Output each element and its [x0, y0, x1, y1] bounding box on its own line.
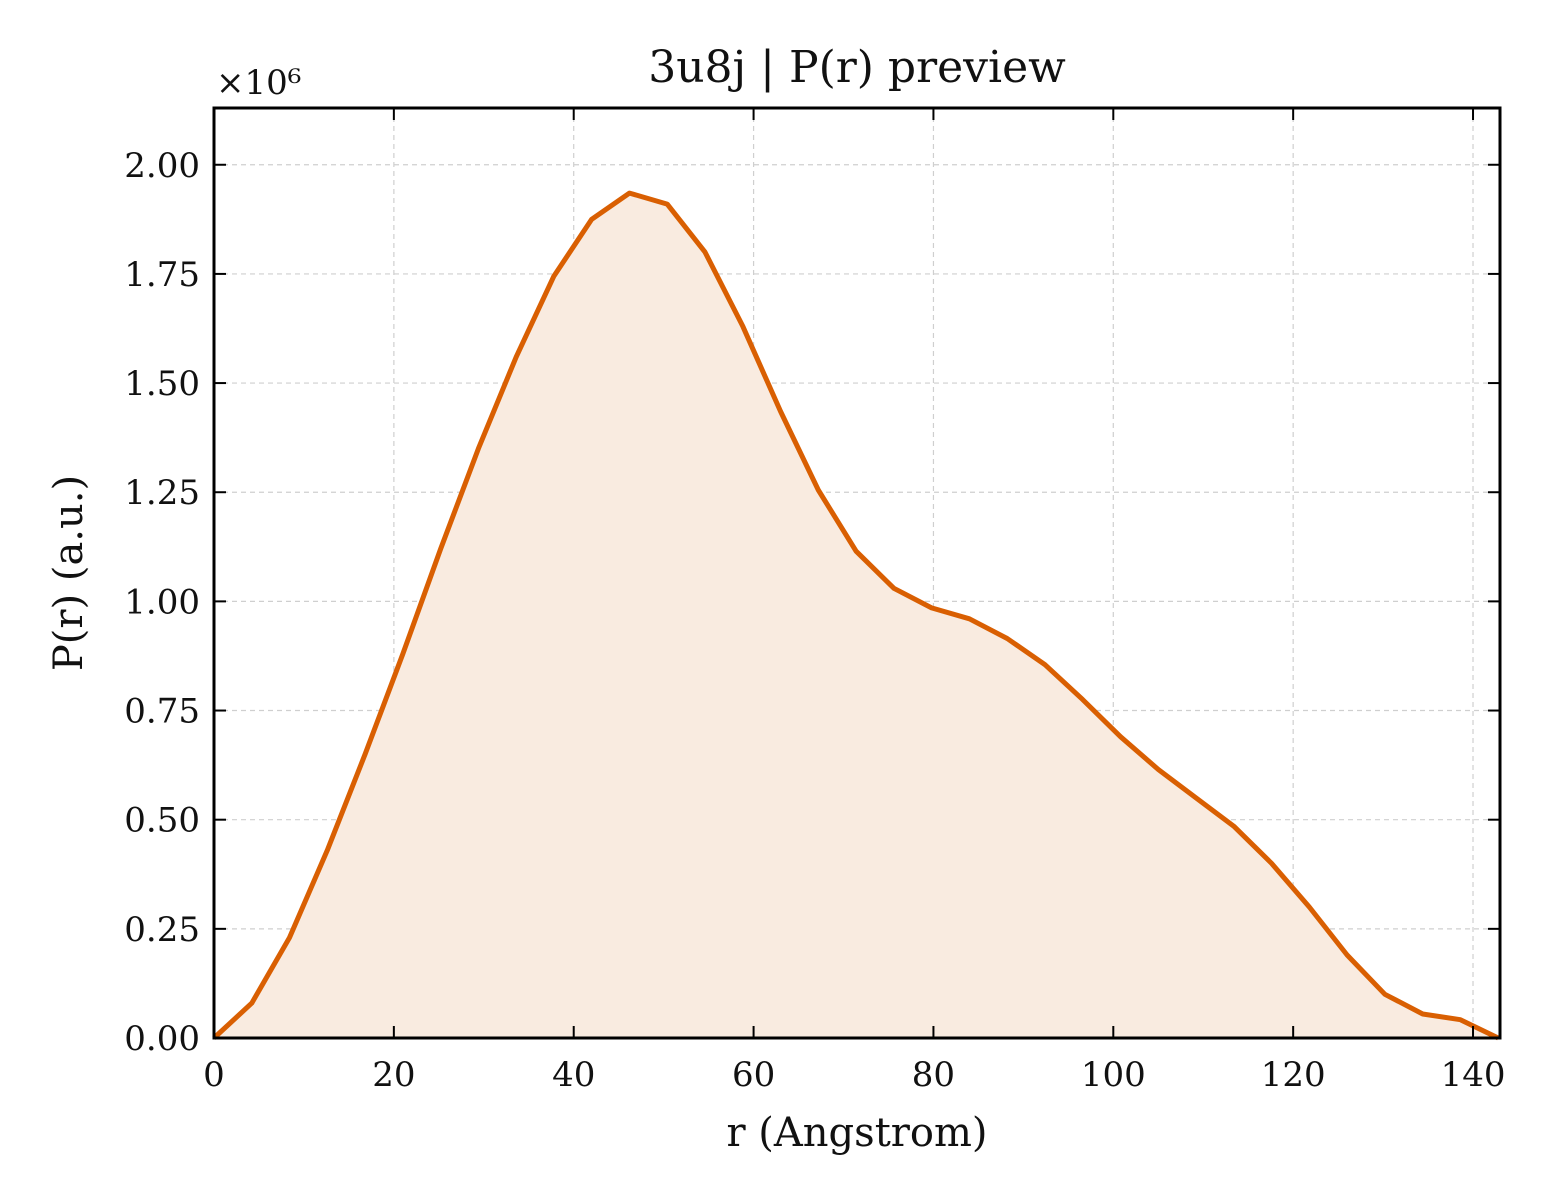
- chart-title: 3u8j | P(r) preview: [648, 42, 1066, 93]
- x-tick-label: 120: [1261, 1055, 1326, 1095]
- y-axis-label: P(r) (a.u.): [46, 475, 92, 671]
- y-tick-label: 1.75: [124, 255, 200, 295]
- pr-area-fill: [214, 193, 1499, 1039]
- pr-series-line: [212, 190, 1500, 1041]
- y-tick-label: 1.00: [124, 582, 200, 622]
- y-tick-label: 1.50: [124, 364, 200, 404]
- x-tick-label: 40: [552, 1055, 595, 1095]
- y-tick-label: 0.50: [124, 801, 200, 841]
- plot-frame: [212, 106, 1502, 1040]
- y-tick-label: 0.75: [124, 692, 200, 732]
- y-tick-label: 0.25: [124, 910, 200, 950]
- x-tick-label: 100: [1081, 1055, 1146, 1095]
- x-tick-label: 0: [203, 1055, 225, 1095]
- y-tick-label: 1.25: [124, 473, 200, 513]
- x-tick-label: 140: [1441, 1055, 1506, 1095]
- y-tick-label: 2.00: [124, 146, 200, 186]
- y-multiplier-label: ×10⁶: [216, 63, 301, 103]
- x-tick-label: 60: [732, 1055, 775, 1095]
- x-axis-label: r (Angstrom): [726, 1110, 987, 1156]
- axis-ticks: 0 20 40 60 80 100 120 140 0.00 0.25 0.50 0.75 1.00 1.…: [124, 108, 1505, 1095]
- x-tick-label: 80: [912, 1055, 955, 1095]
- y-tick-label: 0.00: [124, 1019, 200, 1059]
- x-tick-label: 20: [372, 1055, 415, 1095]
